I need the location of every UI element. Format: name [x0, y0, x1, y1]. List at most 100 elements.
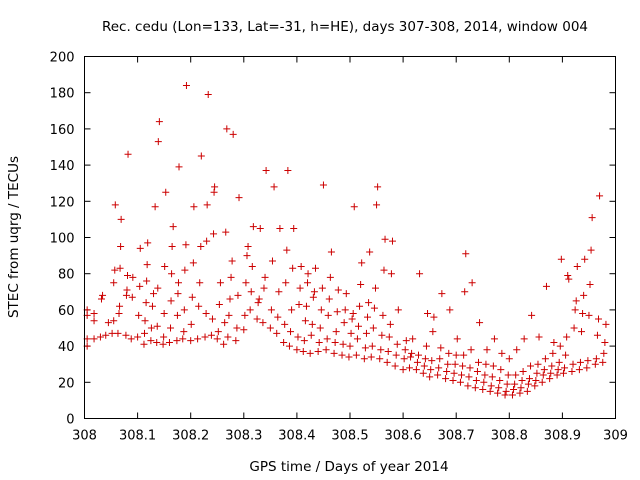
data-point: [442, 375, 450, 383]
data-point: [559, 369, 567, 377]
data-point: [324, 311, 332, 319]
data-point: [473, 367, 481, 375]
data-point: [275, 288, 283, 296]
data-point: [450, 369, 458, 377]
data-point: [203, 237, 211, 245]
data-point: [288, 306, 296, 314]
data-point: [169, 223, 177, 231]
data-point: [325, 295, 333, 303]
data-point: [90, 310, 98, 318]
data-point: [534, 360, 542, 368]
data-point: [482, 360, 490, 368]
data-point: [519, 367, 527, 375]
data-point: [216, 279, 224, 287]
data-point: [117, 215, 125, 223]
y-axis-label: STEC from uqrg / TECUs: [6, 156, 22, 318]
data-point: [476, 319, 484, 327]
data-point: [421, 355, 429, 363]
data-point: [523, 387, 531, 395]
data-point: [352, 351, 360, 359]
data-point: [97, 295, 105, 303]
data-point: [371, 284, 379, 292]
data-point: [224, 333, 232, 341]
data-point: [340, 319, 348, 327]
data-point: [153, 322, 161, 330]
data-point: [518, 376, 526, 384]
data-point: [565, 275, 573, 283]
data-point: [532, 376, 540, 384]
data-point: [197, 152, 205, 160]
data-point: [414, 351, 422, 359]
data-point: [194, 335, 202, 343]
data-point: [300, 337, 308, 345]
data-point: [190, 203, 198, 211]
data-point: [502, 387, 510, 395]
data-point: [480, 378, 488, 386]
x-tick-label: 308.5: [331, 429, 368, 444]
data-point: [376, 355, 384, 363]
data-point: [144, 239, 152, 247]
data-point: [520, 335, 528, 343]
data-point: [446, 306, 454, 314]
y-tick-label: 80: [58, 268, 75, 283]
data-point: [167, 297, 175, 305]
data-point: [386, 320, 394, 328]
data-point: [229, 130, 237, 138]
data-point: [347, 329, 355, 337]
data-point: [467, 346, 475, 354]
data-point: [143, 277, 151, 285]
data-point: [266, 324, 274, 332]
data-point: [339, 340, 347, 348]
data-point: [182, 241, 190, 249]
data-point: [243, 252, 251, 260]
x-tick-label: 308.9: [544, 429, 581, 444]
data-point: [290, 224, 298, 232]
data-point: [307, 331, 315, 339]
data-point: [501, 391, 509, 399]
data-point: [580, 291, 588, 299]
data-point: [124, 150, 132, 158]
data-point: [201, 333, 209, 341]
data-point: [220, 340, 228, 348]
data-point: [602, 320, 610, 328]
data-point: [599, 358, 607, 366]
data-point: [287, 328, 295, 336]
data-point: [561, 364, 569, 372]
data-point: [498, 349, 506, 357]
data-point: [289, 264, 297, 272]
data-point: [122, 291, 130, 299]
data-point: [401, 346, 409, 354]
data-point: [293, 346, 301, 354]
data-point: [273, 329, 281, 337]
data-point: [497, 366, 505, 374]
data-point: [135, 311, 143, 319]
data-points: [83, 81, 610, 399]
data-point: [332, 328, 340, 336]
data-point: [350, 203, 358, 211]
data-point: [315, 338, 323, 346]
data-point: [437, 344, 445, 352]
data-point: [302, 302, 310, 310]
data-point: [159, 340, 167, 348]
data-point: [301, 317, 309, 325]
data-point: [188, 293, 196, 301]
data-point: [430, 313, 438, 321]
y-tick-label: 160: [50, 123, 75, 138]
data-point: [282, 279, 290, 287]
data-point: [154, 138, 162, 146]
data-point: [280, 338, 288, 346]
data-point: [349, 310, 357, 318]
data-point: [267, 306, 275, 314]
data-point: [361, 344, 369, 352]
y-tick-label: 140: [50, 159, 75, 174]
data-point: [127, 335, 135, 343]
chart-title: Rec. cedu (Lon=133, Lat=-31, h=HE), days…: [102, 19, 588, 35]
data-point: [173, 311, 181, 319]
data-point: [168, 270, 176, 278]
data-point: [99, 291, 107, 299]
data-point: [348, 315, 356, 323]
data-point: [153, 338, 161, 346]
data-point: [319, 181, 327, 189]
data-point: [316, 324, 324, 332]
data-point: [334, 286, 342, 294]
